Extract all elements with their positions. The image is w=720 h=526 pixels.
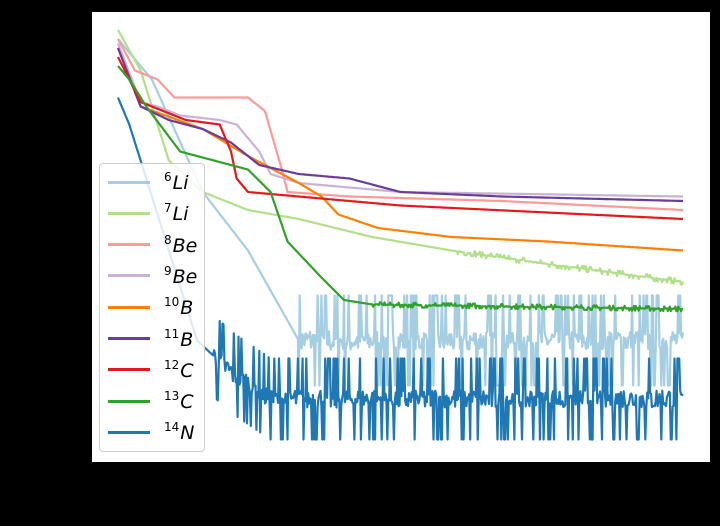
series-line-11B <box>116 47 684 203</box>
legend-item-11B: 11B <box>108 327 193 351</box>
legend-element: B <box>180 297 194 320</box>
legend-swatch <box>108 211 150 215</box>
legend-swatch <box>108 368 150 372</box>
legend-element: C <box>180 359 194 382</box>
legend-item-9Be: 9Be <box>108 264 197 288</box>
legend-label: 12C <box>164 358 194 382</box>
legend-element: Li <box>172 172 189 194</box>
legend: 6Li 7Li 8Be 9Be 10B 11B 12C 13C 14N <box>99 163 205 452</box>
legend-mass-number: 11 <box>164 326 180 341</box>
legend-element: Be <box>172 234 198 257</box>
legend-mass-number: 8 <box>164 232 172 247</box>
legend-mass-number: 9 <box>164 263 172 278</box>
legend-swatch <box>108 399 150 403</box>
legend-item-13C: 13C <box>108 389 194 413</box>
legend-element: Li <box>172 203 189 226</box>
legend-label: 6Li <box>164 170 189 194</box>
legend-mass-number: 12 <box>164 357 180 372</box>
legend-swatch <box>108 180 150 184</box>
legend-item-8Be: 8Be <box>108 233 197 257</box>
legend-label: 13C <box>164 389 194 413</box>
legend-item-6Li: 6Li <box>108 170 189 194</box>
series-line-6Li <box>117 38 685 387</box>
series-line-7Li <box>117 29 685 286</box>
legend-mass-number: 7 <box>164 201 172 216</box>
legend-mass-number: 13 <box>164 389 180 404</box>
legend-label: 8Be <box>164 233 197 257</box>
legend-item-14N: 14N <box>108 420 195 444</box>
legend-item-12C: 12C <box>108 358 194 382</box>
legend-label: 9Be <box>164 264 197 288</box>
legend-mass-number: 14 <box>164 420 180 435</box>
legend-swatch <box>108 274 150 278</box>
legend-swatch <box>108 305 150 309</box>
legend-swatch <box>108 430 150 434</box>
legend-label: 10B <box>164 295 193 319</box>
legend-swatch <box>108 337 150 340</box>
legend-swatch <box>108 243 150 247</box>
series-line-12C <box>117 56 684 221</box>
legend-item-7Li: 7Li <box>108 201 189 225</box>
legend-label: 7Li <box>164 201 189 225</box>
series-line-14N <box>116 97 684 441</box>
legend-element: B <box>180 328 194 351</box>
legend-element: N <box>180 422 195 445</box>
legend-element: Be <box>172 265 198 288</box>
legend-item-10B: 10B <box>108 295 193 319</box>
series-line-8Be <box>117 38 684 212</box>
series-line-13C <box>117 65 684 313</box>
legend-label: 14N <box>164 420 195 444</box>
legend-element: C <box>180 391 194 414</box>
legend-label: 11B <box>164 327 193 351</box>
legend-mass-number: 10 <box>164 295 180 310</box>
legend-mass-number: 6 <box>164 170 172 184</box>
